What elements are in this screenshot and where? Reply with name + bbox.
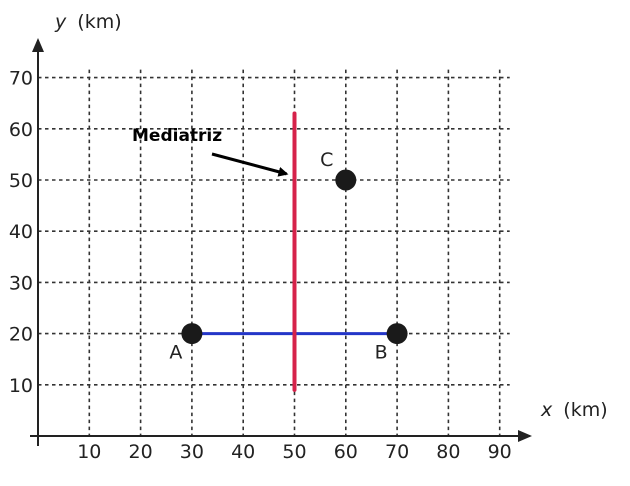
x-tick-label-30: 30: [180, 441, 204, 463]
segments: [190, 111, 399, 392]
x-axis-arrow: [518, 430, 532, 442]
x-tick-label-70: 70: [385, 441, 409, 463]
annotation-mediatriz: Mediatriz: [132, 126, 222, 146]
y-axis-arrow: [32, 38, 44, 52]
y-axis-var: y: [54, 11, 67, 33]
y-tick-label-50: 50: [9, 170, 33, 192]
x-tick-label-10: 10: [77, 441, 101, 463]
x-axis-title: x (km): [540, 399, 608, 421]
x-tick-label-20: 20: [129, 441, 153, 463]
y-tick-label-10: 10: [9, 375, 33, 397]
point-c: [335, 169, 357, 191]
x-tick-label-50: 50: [282, 441, 306, 463]
point-label-c: C: [320, 149, 333, 171]
y-axis-unit: (km): [77, 11, 121, 33]
y-axis-title: y (km): [54, 11, 122, 33]
x-axis-unit: (km): [563, 399, 607, 421]
x-axis-var: x: [540, 399, 553, 421]
point-b: [386, 323, 408, 345]
axes: [30, 38, 532, 446]
y-tick-label-60: 60: [9, 119, 33, 141]
y-tick-label-30: 30: [9, 272, 33, 294]
annotations: Mediatriz: [132, 126, 289, 177]
grid: [38, 69, 510, 436]
point-label-b: B: [375, 342, 388, 364]
annotation-arrow: [211, 152, 289, 177]
point-label-a: A: [169, 342, 182, 364]
x-tick-label-90: 90: [488, 441, 512, 463]
x-tick-label-80: 80: [436, 441, 460, 463]
y-tick-label-40: 40: [9, 221, 33, 243]
x-tick-label-60: 60: [334, 441, 358, 463]
tick-labels: 10 20 30 40 50 60 70 80 90 10 20 30 40 50 60 70: [9, 68, 512, 463]
points: A B C: [169, 149, 408, 364]
y-tick-label-70: 70: [9, 68, 33, 90]
y-tick-label-20: 20: [9, 324, 33, 346]
point-a: [181, 323, 203, 345]
x-tick-label-40: 40: [231, 441, 255, 463]
